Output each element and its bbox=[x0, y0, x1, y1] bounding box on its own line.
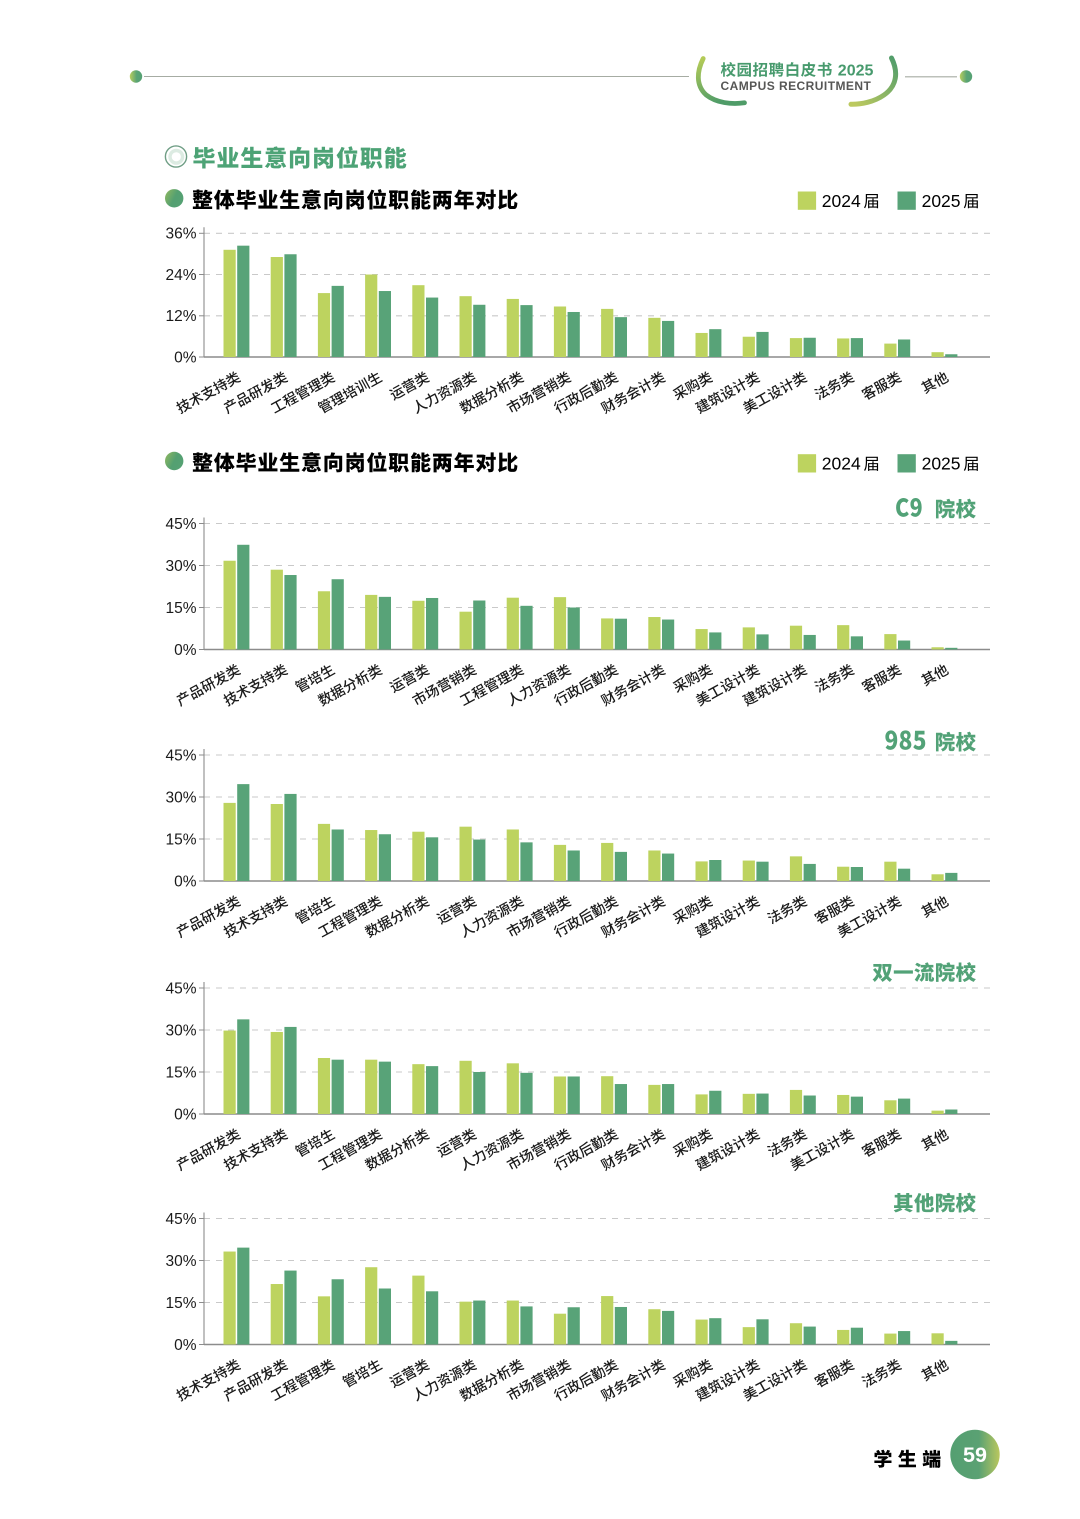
svg-text:15%: 15% bbox=[165, 1295, 196, 1312]
svg-text:36%: 36% bbox=[165, 226, 196, 243]
svg-text:30%: 30% bbox=[165, 558, 196, 575]
svg-text:2024: 2024 bbox=[822, 454, 861, 474]
svg-text:30%: 30% bbox=[165, 1253, 196, 1270]
svg-text:0%: 0% bbox=[174, 1106, 197, 1123]
svg-text:0%: 0% bbox=[174, 1337, 197, 1354]
svg-text:CAMPUS RECRUITMENT: CAMPUS RECRUITMENT bbox=[721, 79, 872, 93]
svg-text:2025: 2025 bbox=[922, 191, 961, 211]
svg-text:0%: 0% bbox=[174, 873, 197, 890]
svg-text:45%: 45% bbox=[165, 516, 196, 533]
svg-text:59: 59 bbox=[963, 1443, 987, 1467]
svg-text:30%: 30% bbox=[165, 789, 196, 806]
svg-text:15%: 15% bbox=[165, 831, 196, 848]
svg-text:45%: 45% bbox=[165, 980, 196, 997]
svg-text:45%: 45% bbox=[165, 747, 196, 764]
svg-text:12%: 12% bbox=[165, 308, 196, 325]
svg-text:24%: 24% bbox=[165, 267, 196, 284]
svg-text:45%: 45% bbox=[165, 1211, 196, 1228]
svg-text:0%: 0% bbox=[174, 642, 197, 659]
svg-text:15%: 15% bbox=[165, 1064, 196, 1081]
svg-text:0%: 0% bbox=[174, 349, 197, 366]
svg-text:2025: 2025 bbox=[838, 62, 874, 79]
svg-text:30%: 30% bbox=[165, 1022, 196, 1039]
svg-text:2024: 2024 bbox=[822, 191, 861, 211]
svg-text:2025: 2025 bbox=[922, 454, 961, 474]
svg-text:15%: 15% bbox=[165, 600, 196, 617]
